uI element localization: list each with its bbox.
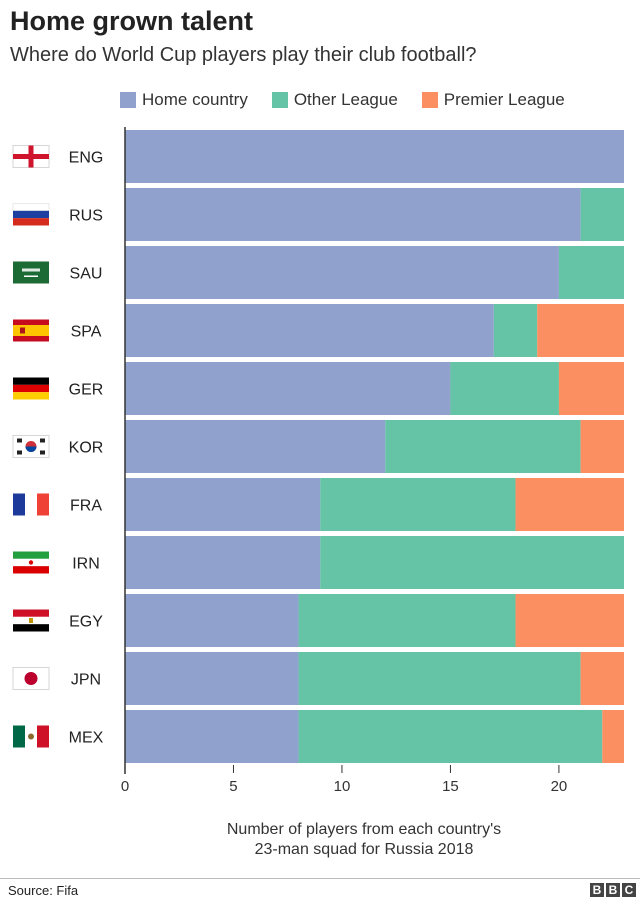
bar-segment-other [298,652,581,705]
bar-segment-other [385,420,581,473]
flag-fra-icon [13,493,49,516]
footer-divider [0,878,640,879]
x-tick-label: 10 [334,778,351,795]
bar-segment-other [298,710,603,763]
x-tick-label: 20 [551,778,568,795]
bar-segment-home [125,710,299,763]
chart-subtitle: Where do World Cup players play their cl… [10,44,477,66]
legend-swatch-other [271,92,288,108]
flag-kor-icon [12,435,50,458]
x-tick-label: 0 [121,778,129,795]
bar-segment-home [125,130,624,183]
category-label: FRA [70,498,102,515]
bar-segment-other [298,594,516,647]
legend-item-home: Home country [120,90,248,110]
legend-label-premier: Premier League [443,90,565,109]
bar-segment-other [450,362,559,415]
flag-sau-icon [13,261,49,284]
legend: Home country Other League Premier League [120,90,589,110]
flag-mex-icon [13,725,49,748]
category-label: ENG [69,150,104,167]
bar-segment-home [125,246,559,299]
flag-eng-icon [12,145,50,168]
legend-item-premier: Premier League [421,90,565,110]
bbc-logo-letter: C [622,883,636,897]
bar-segment-premier [537,304,624,357]
bar-segment-home [125,652,299,705]
legend-swatch-premier [421,92,438,108]
bbc-logo: B B C [588,883,636,897]
bar-segment-premier [515,594,624,647]
bar-segment-premier [515,478,624,531]
bbc-logo-letter: B [606,883,620,897]
bar-segment-other [320,478,516,531]
flag-egy-icon [13,609,49,632]
flag-irn-icon [13,551,49,574]
bar-segment-premier [558,362,624,415]
bar-segment-home [125,536,321,589]
category-label: IRN [72,556,100,573]
bar-segment-premier [580,420,624,473]
bar-segment-premier [580,652,624,705]
bar-segment-home [125,362,451,415]
x-axis-title: Number of players from each country's [227,821,501,838]
x-tick-label: 15 [442,778,459,795]
category-label: SPA [71,324,102,341]
bar-segment-home [125,304,494,357]
source-note: Source: Fifa [8,883,79,898]
category-label: GER [69,382,104,399]
bar-segment-home [125,594,299,647]
legend-item-other: Other League [271,90,398,110]
bar-segment-home [125,188,581,241]
category-label: SAU [70,266,103,283]
category-label: JPN [71,672,101,689]
bar-segment-premier [602,710,624,763]
legend-label-home: Home country [142,90,248,109]
legend-label-other: Other League [293,90,398,109]
flag-rus-icon [12,203,50,226]
flag-ger-icon [13,377,49,400]
category-label: KOR [69,440,104,457]
x-tick-label: 5 [229,778,237,795]
bar-segment-other [320,536,624,589]
category-label: MEX [69,730,104,747]
bar-segment-other [580,188,624,241]
bar-segment-home [125,478,321,531]
chart-title: Home grown talent [10,6,254,36]
category-label: RUS [69,208,103,225]
bbc-logo-letter: B [590,883,604,897]
bar-segment-home [125,420,386,473]
bar-chart: ENG RUS SAU SPA GER KOR FRA IRN EGY JPN MEX 0 5 10 15 2… [12,127,624,858]
flag-jpn-icon [12,667,50,690]
legend-swatch-home [120,92,136,108]
flag-spa-icon [13,319,49,342]
category-label: EGY [69,614,103,631]
x-axis-title: 23-man squad for Russia 2018 [255,841,474,858]
bar-segment-other [558,246,624,299]
bar-segment-other [493,304,538,357]
